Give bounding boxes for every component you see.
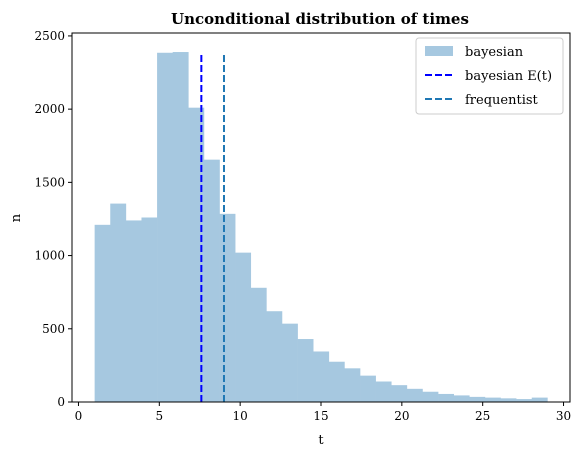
histogram-bar	[360, 375, 376, 402]
x-tick-label: 25	[475, 409, 490, 423]
y-tick-label: 2500	[34, 29, 65, 43]
legend-label: bayesian E(t)	[465, 69, 552, 84]
histogram-bar	[328, 361, 345, 402]
histogram-bar	[219, 213, 236, 402]
histogram-bar	[266, 311, 283, 402]
histogram-bar	[375, 381, 392, 402]
y-axis-ticks: 0 500 1000 1500 2000 2500	[34, 29, 72, 409]
histogram-bar	[516, 399, 533, 402]
histogram-bar	[469, 396, 486, 402]
legend-label: frequentist	[465, 93, 539, 108]
legend-swatch	[425, 46, 453, 56]
x-tick-label: 0	[75, 409, 83, 423]
x-tick-label: 30	[556, 409, 571, 423]
histogram-bar	[500, 398, 517, 402]
y-tick-label: 1500	[34, 175, 65, 189]
x-tick-label: 15	[313, 409, 328, 423]
histogram-bar	[157, 52, 173, 403]
y-axis-label: n	[9, 213, 24, 222]
x-tick-label: 5	[155, 409, 163, 423]
histogram-bar	[391, 385, 408, 402]
histogram-bar	[313, 351, 330, 402]
histogram-bar	[250, 287, 267, 402]
histogram-bar	[203, 159, 220, 402]
legend-box	[415, 37, 564, 115]
histogram-bar	[235, 252, 252, 402]
y-tick-label: 0	[57, 395, 65, 409]
histogram-bar	[188, 107, 205, 402]
x-axis-ticks: 0 5 10 15 20 25 30	[75, 402, 571, 423]
histogram-bar	[141, 217, 158, 402]
legend-label: bayesian	[465, 45, 524, 60]
histogram-bar	[172, 52, 189, 403]
y-tick-label: 1000	[34, 249, 65, 263]
histogram-bar	[297, 339, 314, 402]
histogram-bar	[422, 391, 439, 402]
x-tick-label: 10	[233, 409, 248, 423]
histogram-bar	[438, 393, 454, 402]
histogram-bar	[531, 397, 548, 402]
y-tick-label: 500	[42, 322, 65, 336]
reference-lines	[200, 53, 225, 402]
histogram-bar	[344, 368, 361, 402]
x-tick-label: 20	[394, 409, 409, 423]
histogram-bar	[110, 203, 127, 402]
chart-title: Unconditional distribution of times	[171, 10, 469, 28]
histogram-bar	[125, 220, 142, 402]
histogram-bar	[94, 224, 111, 402]
legend: bayesian bayesian E(t) frequentist	[415, 37, 564, 115]
histogram-bar	[406, 388, 423, 402]
x-axis-label: t	[318, 433, 324, 448]
y-tick-label: 2000	[34, 102, 65, 116]
histogram-bar	[484, 397, 501, 402]
histogram-bar	[453, 395, 470, 402]
histogram-bar	[281, 323, 298, 402]
